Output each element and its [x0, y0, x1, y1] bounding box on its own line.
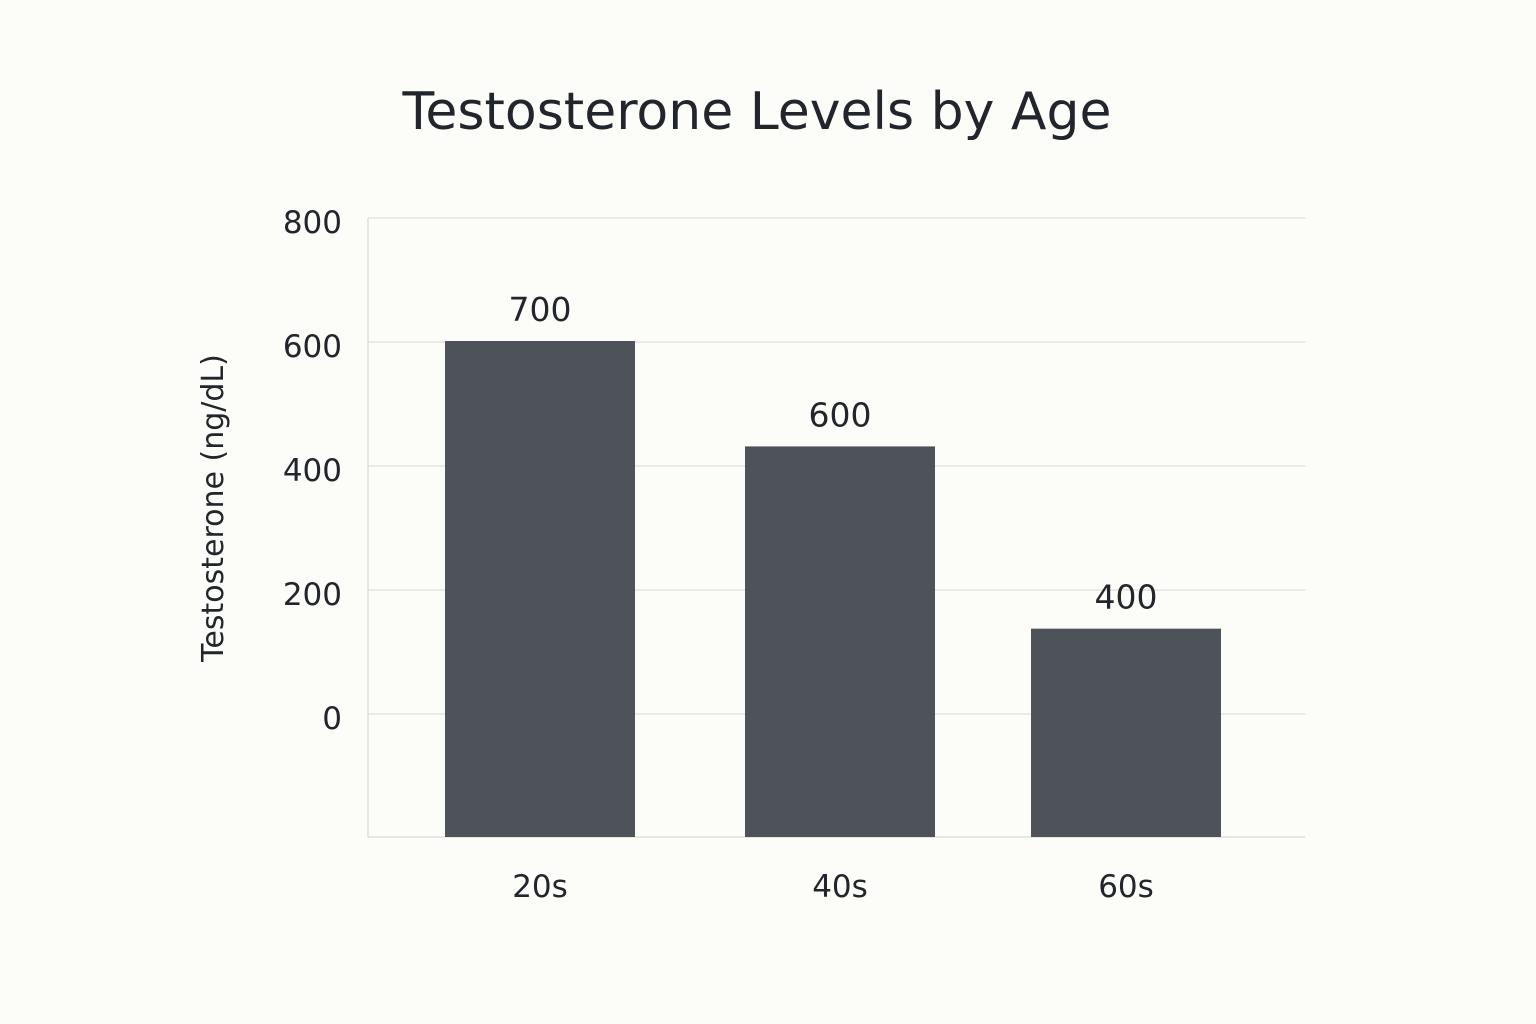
- x-tick-label-20s: 20s: [512, 869, 568, 905]
- y-tick-label: 800: [283, 205, 342, 241]
- value-label-60s: 400: [1095, 578, 1158, 617]
- y-tick-label: 0: [322, 701, 342, 737]
- y-tick-label: 200: [283, 577, 342, 613]
- bars: [445, 341, 1221, 837]
- value-labels: 700 600 400: [509, 290, 1158, 617]
- bar-60s: [1031, 628, 1221, 837]
- bar-40s: [745, 446, 935, 837]
- x-tick-label-60s: 60s: [1098, 869, 1154, 905]
- value-label-40s: 600: [809, 395, 872, 434]
- bar-20s: [445, 341, 635, 837]
- chart-title: Testosterone Levels by Age: [402, 82, 1112, 142]
- value-label-20s: 700: [509, 290, 572, 329]
- y-tick-label: 600: [283, 329, 342, 365]
- y-axis-label: Testosterone (ng/dL): [196, 354, 231, 663]
- y-tick-label: 400: [283, 453, 342, 489]
- x-tick-label-40s: 40s: [812, 869, 868, 905]
- x-axis-ticks: 20s 40s 60s: [512, 869, 1154, 905]
- y-axis-ticks: 800 600 400 200 0: [283, 205, 342, 737]
